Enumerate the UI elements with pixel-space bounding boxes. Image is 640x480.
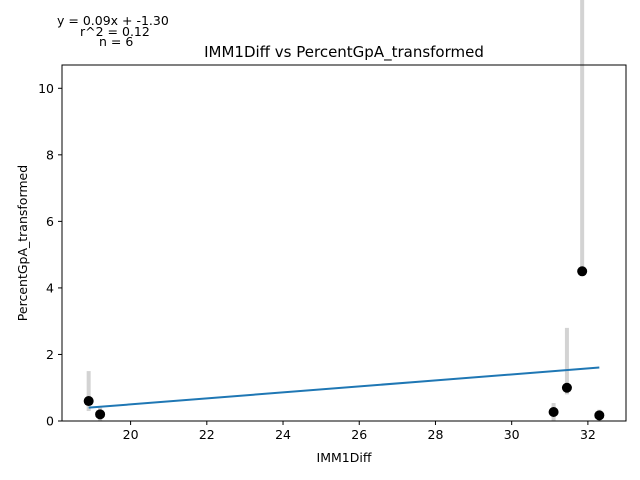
y-axis-ticks: 0 2 4 6 8 10 <box>38 81 62 429</box>
y-tick-label-4: 8 <box>46 147 54 162</box>
x-tick-label-2: 24 <box>275 427 291 442</box>
x-tick-label-1: 22 <box>199 427 215 442</box>
y-tick-label-2: 4 <box>46 280 54 295</box>
y-tick-label-5: 10 <box>38 81 54 96</box>
fit-line-layer <box>88 366 600 409</box>
x-tick-label-6: 32 <box>580 427 596 442</box>
errorbar-layer <box>86 0 602 421</box>
y-tick-label-1: 2 <box>46 347 54 362</box>
x-tick-label-5: 30 <box>504 427 520 442</box>
plot-frame <box>61 64 627 422</box>
chart-title: IMM1Diff vs PercentGpA_transformed <box>204 43 484 62</box>
regression-equation: y = 0.09x + -1.30 <box>57 13 169 28</box>
data-point-3 <box>561 382 572 393</box>
data-point-4 <box>577 266 588 277</box>
x-tick-label-3: 26 <box>351 427 367 442</box>
data-point-1 <box>95 409 106 420</box>
y-tick-label-0: 0 <box>46 414 54 429</box>
x-axis-ticks: 20 22 24 26 28 30 32 <box>123 421 596 442</box>
data-point-2 <box>548 407 559 418</box>
y-axis-label: PercentGpA_transformed <box>15 165 30 321</box>
x-tick-label-0: 20 <box>123 427 139 442</box>
sample-size-label: n = 6 <box>99 34 134 49</box>
regression-line <box>88 366 600 409</box>
r-squared-label: r^2 = 0.12 <box>80 24 150 39</box>
x-tick-label-4: 28 <box>428 427 444 442</box>
x-axis-label: IMM1Diff <box>317 450 372 465</box>
data-point-5 <box>594 410 605 421</box>
points-layer <box>83 266 605 421</box>
data-point-0 <box>83 396 94 407</box>
y-tick-label-3: 6 <box>46 214 54 229</box>
